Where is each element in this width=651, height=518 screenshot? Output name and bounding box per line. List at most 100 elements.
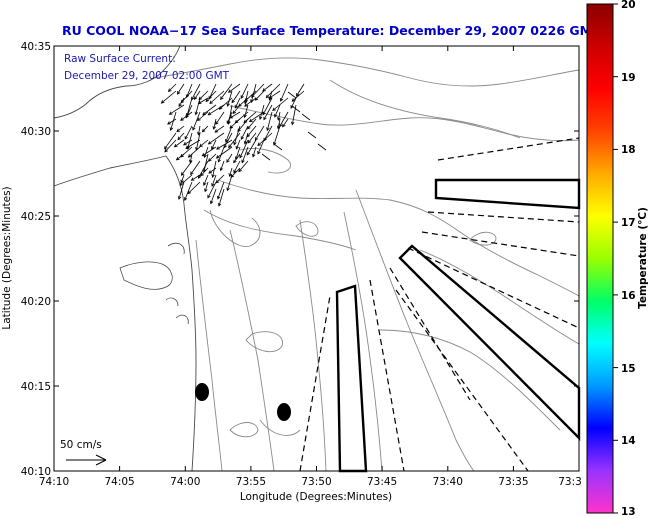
current-vector-head [209, 100, 213, 105]
current-vector [266, 83, 281, 98]
current-vector-head [175, 156, 180, 161]
current-vector [247, 132, 257, 144]
current-vector-head [247, 139, 252, 144]
current-vector [195, 97, 201, 115]
current-vector [272, 97, 289, 111]
current-vector [209, 90, 225, 104]
y-tick-label: 40:10 [21, 466, 51, 478]
current-vector [169, 104, 185, 115]
figure-title: RU COOL NOAA−17 Sea Surface Temperature:… [62, 23, 601, 38]
current-vector-head [197, 100, 202, 105]
current-vector [291, 90, 305, 102]
current-vector-head [263, 116, 267, 121]
current-vector-head [187, 190, 192, 195]
current-vector-head [205, 98, 210, 103]
current-vector-head [160, 100, 165, 104]
current-vector [240, 83, 249, 99]
current-vector-head [176, 90, 181, 95]
current-vector-head [248, 118, 253, 123]
current-vector [202, 146, 217, 157]
current-vector-head [215, 179, 220, 184]
current-vector [211, 139, 217, 150]
current-vector-head [215, 121, 219, 125]
current-vector [280, 83, 289, 102]
current-vector-head [247, 125, 251, 130]
current-vector-head [201, 153, 206, 157]
current-vector-head [228, 173, 232, 177]
current-vector [190, 160, 201, 175]
colorbar-tick: 19 [621, 72, 636, 84]
current-vector-head [274, 113, 278, 118]
current-vector-head [173, 143, 178, 148]
current-vector [244, 97, 257, 107]
current-vector [273, 143, 283, 151]
current-vector-head [193, 96, 198, 101]
current-vector-head [176, 128, 181, 133]
current-vector [238, 160, 249, 172]
current-vector [177, 132, 185, 140]
current-vector [237, 118, 249, 132]
current-vector-head [291, 121, 295, 126]
current-vector-head [203, 182, 207, 186]
current-vector-head [272, 107, 276, 112]
current-vector-head [282, 123, 286, 128]
current-vector-head [214, 129, 219, 133]
current-vector-head [296, 92, 300, 97]
y-tick-label: 40:30 [21, 126, 51, 138]
current-vector [230, 167, 241, 178]
x-axis-label: Longitude (Degrees:Minutes) [240, 491, 392, 503]
current-vector [176, 125, 185, 132]
current-vector [261, 153, 271, 161]
current-vector-head [192, 126, 196, 131]
current-vector [208, 132, 225, 145]
current-vector [277, 111, 281, 121]
current-vector [203, 153, 209, 173]
current-vector-head [167, 121, 171, 125]
x-tick-label: 73:45 [367, 476, 397, 488]
velocity-scale: 50 cm/s [60, 439, 107, 466]
current-vector [246, 125, 257, 138]
current-vector [208, 153, 217, 162]
current-vector [234, 97, 241, 108]
current-vector-head [180, 172, 185, 176]
current-vector [198, 90, 209, 100]
current-vector [176, 153, 185, 161]
current-vector-head [240, 136, 244, 141]
bathymetry-contours [53, 57, 580, 472]
current-vector [168, 83, 177, 92]
current-vector-head [232, 110, 237, 115]
x-tick-label: 74:10 [39, 476, 69, 488]
current-vector [239, 139, 249, 158]
current-vector-head [198, 96, 203, 101]
current-vector-head [164, 148, 168, 153]
current-vector-head [207, 141, 212, 145]
current-vector [164, 132, 177, 150]
y-tick-label: 40:20 [21, 296, 51, 308]
current-vector-head [208, 170, 213, 174]
current-vector [199, 139, 209, 147]
current-vector-head [207, 194, 211, 199]
current-vector [274, 104, 281, 118]
current-vector [217, 181, 225, 199]
current-vector [255, 90, 265, 101]
x-tick-label: 73:40 [433, 476, 463, 488]
current-vector [178, 181, 185, 200]
current-vector-head [194, 111, 198, 116]
current-vector-head [225, 138, 229, 143]
current-vector [287, 91, 297, 99]
current-vector [252, 146, 257, 157]
current-vector-head [199, 143, 203, 148]
current-vector [291, 105, 301, 113]
current-vector [214, 125, 225, 133]
current-vector [192, 111, 201, 131]
colorbar-tick: 18 [621, 144, 636, 156]
current-vector [244, 132, 249, 144]
current-vector-head [190, 177, 195, 181]
current-vector [191, 83, 201, 100]
current-vector-head [226, 159, 230, 163]
current-vector-head [182, 141, 187, 146]
current-vector [204, 181, 209, 192]
surface-current-vectors [160, 83, 327, 207]
current-vector [262, 83, 273, 92]
